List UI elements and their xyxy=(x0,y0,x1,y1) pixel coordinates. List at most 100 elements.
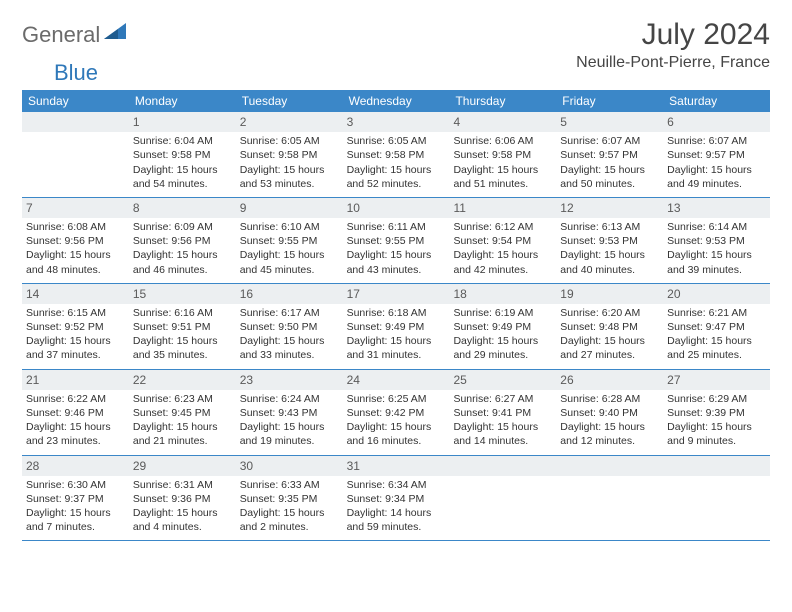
weekday-header: Monday xyxy=(129,90,236,112)
day-number: 9 xyxy=(236,198,343,218)
daylight-text: Daylight: 15 hours and 31 minutes. xyxy=(347,334,446,362)
daylight-text: Daylight: 15 hours and 33 minutes. xyxy=(240,334,339,362)
sunset-text: Sunset: 9:55 PM xyxy=(347,234,446,248)
day-number: 6 xyxy=(663,112,770,132)
day-content: Sunrise: 6:06 AMSunset: 9:58 PMDaylight:… xyxy=(449,132,556,197)
day-number: 15 xyxy=(129,284,236,304)
day-content: Sunrise: 6:34 AMSunset: 9:34 PMDaylight:… xyxy=(343,476,450,541)
day-content: Sunrise: 6:17 AMSunset: 9:50 PMDaylight:… xyxy=(236,304,343,369)
day-number: 23 xyxy=(236,370,343,390)
day-number: 10 xyxy=(343,198,450,218)
day-content: Sunrise: 6:21 AMSunset: 9:47 PMDaylight:… xyxy=(663,304,770,369)
daylight-text: Daylight: 15 hours and 50 minutes. xyxy=(560,163,659,191)
daylight-text: Daylight: 15 hours and 21 minutes. xyxy=(133,420,232,448)
sunset-text: Sunset: 9:41 PM xyxy=(453,406,552,420)
logo: General xyxy=(22,18,128,48)
sunset-text: Sunset: 9:56 PM xyxy=(133,234,232,248)
day-cell: 27Sunrise: 6:29 AMSunset: 9:39 PMDayligh… xyxy=(663,370,770,455)
day-cell: 6Sunrise: 6:07 AMSunset: 9:57 PMDaylight… xyxy=(663,112,770,197)
day-cell: 13Sunrise: 6:14 AMSunset: 9:53 PMDayligh… xyxy=(663,198,770,283)
day-cell: 31Sunrise: 6:34 AMSunset: 9:34 PMDayligh… xyxy=(343,456,450,541)
sunset-text: Sunset: 9:55 PM xyxy=(240,234,339,248)
day-cell: 8Sunrise: 6:09 AMSunset: 9:56 PMDaylight… xyxy=(129,198,236,283)
day-content: Sunrise: 6:10 AMSunset: 9:55 PMDaylight:… xyxy=(236,218,343,283)
day-cell: 29Sunrise: 6:31 AMSunset: 9:36 PMDayligh… xyxy=(129,456,236,541)
weekday-header: Tuesday xyxy=(236,90,343,112)
sunset-text: Sunset: 9:49 PM xyxy=(347,320,446,334)
sunset-text: Sunset: 9:47 PM xyxy=(667,320,766,334)
sunrise-text: Sunrise: 6:18 AM xyxy=(347,306,446,320)
day-number: 24 xyxy=(343,370,450,390)
sunset-text: Sunset: 9:50 PM xyxy=(240,320,339,334)
week-row: 14Sunrise: 6:15 AMSunset: 9:52 PMDayligh… xyxy=(22,284,770,370)
calendar: SundayMondayTuesdayWednesdayThursdayFrid… xyxy=(22,90,770,541)
sunset-text: Sunset: 9:57 PM xyxy=(560,148,659,162)
weekday-header: Saturday xyxy=(663,90,770,112)
sunset-text: Sunset: 9:39 PM xyxy=(667,406,766,420)
week-row: 1Sunrise: 6:04 AMSunset: 9:58 PMDaylight… xyxy=(22,112,770,198)
sunrise-text: Sunrise: 6:16 AM xyxy=(133,306,232,320)
day-number: 3 xyxy=(343,112,450,132)
day-number: 18 xyxy=(449,284,556,304)
sunrise-text: Sunrise: 6:28 AM xyxy=(560,392,659,406)
weeks-container: 1Sunrise: 6:04 AMSunset: 9:58 PMDaylight… xyxy=(22,112,770,541)
day-cell: 15Sunrise: 6:16 AMSunset: 9:51 PMDayligh… xyxy=(129,284,236,369)
weekday-header: Sunday xyxy=(22,90,129,112)
day-content: Sunrise: 6:05 AMSunset: 9:58 PMDaylight:… xyxy=(236,132,343,197)
day-number: 4 xyxy=(449,112,556,132)
day-cell xyxy=(22,112,129,197)
day-number: 5 xyxy=(556,112,663,132)
sunrise-text: Sunrise: 6:34 AM xyxy=(347,478,446,492)
day-cell: 24Sunrise: 6:25 AMSunset: 9:42 PMDayligh… xyxy=(343,370,450,455)
day-number: 20 xyxy=(663,284,770,304)
daylight-text: Daylight: 15 hours and 25 minutes. xyxy=(667,334,766,362)
daylight-text: Daylight: 15 hours and 40 minutes. xyxy=(560,248,659,276)
sunset-text: Sunset: 9:54 PM xyxy=(453,234,552,248)
day-number: 8 xyxy=(129,198,236,218)
sunset-text: Sunset: 9:36 PM xyxy=(133,492,232,506)
daylight-text: Daylight: 15 hours and 14 minutes. xyxy=(453,420,552,448)
daylight-text: Daylight: 15 hours and 4 minutes. xyxy=(133,506,232,534)
sunset-text: Sunset: 9:58 PM xyxy=(453,148,552,162)
day-content: Sunrise: 6:31 AMSunset: 9:36 PMDaylight:… xyxy=(129,476,236,541)
day-content: Sunrise: 6:09 AMSunset: 9:56 PMDaylight:… xyxy=(129,218,236,283)
day-cell: 7Sunrise: 6:08 AMSunset: 9:56 PMDaylight… xyxy=(22,198,129,283)
day-content: Sunrise: 6:18 AMSunset: 9:49 PMDaylight:… xyxy=(343,304,450,369)
weekday-header: Friday xyxy=(556,90,663,112)
empty-day-header xyxy=(663,456,770,476)
sunset-text: Sunset: 9:46 PM xyxy=(26,406,125,420)
day-number: 31 xyxy=(343,456,450,476)
day-content: Sunrise: 6:25 AMSunset: 9:42 PMDaylight:… xyxy=(343,390,450,455)
day-cell: 2Sunrise: 6:05 AMSunset: 9:58 PMDaylight… xyxy=(236,112,343,197)
day-content: Sunrise: 6:12 AMSunset: 9:54 PMDaylight:… xyxy=(449,218,556,283)
day-content: Sunrise: 6:11 AMSunset: 9:55 PMDaylight:… xyxy=(343,218,450,283)
daylight-text: Daylight: 15 hours and 37 minutes. xyxy=(26,334,125,362)
sunset-text: Sunset: 9:56 PM xyxy=(26,234,125,248)
daylight-text: Daylight: 15 hours and 29 minutes. xyxy=(453,334,552,362)
day-cell: 18Sunrise: 6:19 AMSunset: 9:49 PMDayligh… xyxy=(449,284,556,369)
day-content: Sunrise: 6:24 AMSunset: 9:43 PMDaylight:… xyxy=(236,390,343,455)
day-content: Sunrise: 6:20 AMSunset: 9:48 PMDaylight:… xyxy=(556,304,663,369)
day-content: Sunrise: 6:08 AMSunset: 9:56 PMDaylight:… xyxy=(22,218,129,283)
day-cell: 3Sunrise: 6:05 AMSunset: 9:58 PMDaylight… xyxy=(343,112,450,197)
day-content: Sunrise: 6:07 AMSunset: 9:57 PMDaylight:… xyxy=(556,132,663,197)
sunset-text: Sunset: 9:52 PM xyxy=(26,320,125,334)
day-cell: 5Sunrise: 6:07 AMSunset: 9:57 PMDaylight… xyxy=(556,112,663,197)
sunrise-text: Sunrise: 6:25 AM xyxy=(347,392,446,406)
day-number: 19 xyxy=(556,284,663,304)
day-number: 7 xyxy=(22,198,129,218)
day-number: 30 xyxy=(236,456,343,476)
day-cell: 12Sunrise: 6:13 AMSunset: 9:53 PMDayligh… xyxy=(556,198,663,283)
weekday-header: Wednesday xyxy=(343,90,450,112)
sunrise-text: Sunrise: 6:20 AM xyxy=(560,306,659,320)
sunset-text: Sunset: 9:58 PM xyxy=(133,148,232,162)
daylight-text: Daylight: 15 hours and 7 minutes. xyxy=(26,506,125,534)
day-cell xyxy=(663,456,770,541)
sunset-text: Sunset: 9:53 PM xyxy=(560,234,659,248)
sunrise-text: Sunrise: 6:14 AM xyxy=(667,220,766,234)
day-cell: 10Sunrise: 6:11 AMSunset: 9:55 PMDayligh… xyxy=(343,198,450,283)
daylight-text: Daylight: 15 hours and 46 minutes. xyxy=(133,248,232,276)
day-cell: 22Sunrise: 6:23 AMSunset: 9:45 PMDayligh… xyxy=(129,370,236,455)
daylight-text: Daylight: 15 hours and 12 minutes. xyxy=(560,420,659,448)
day-cell: 30Sunrise: 6:33 AMSunset: 9:35 PMDayligh… xyxy=(236,456,343,541)
